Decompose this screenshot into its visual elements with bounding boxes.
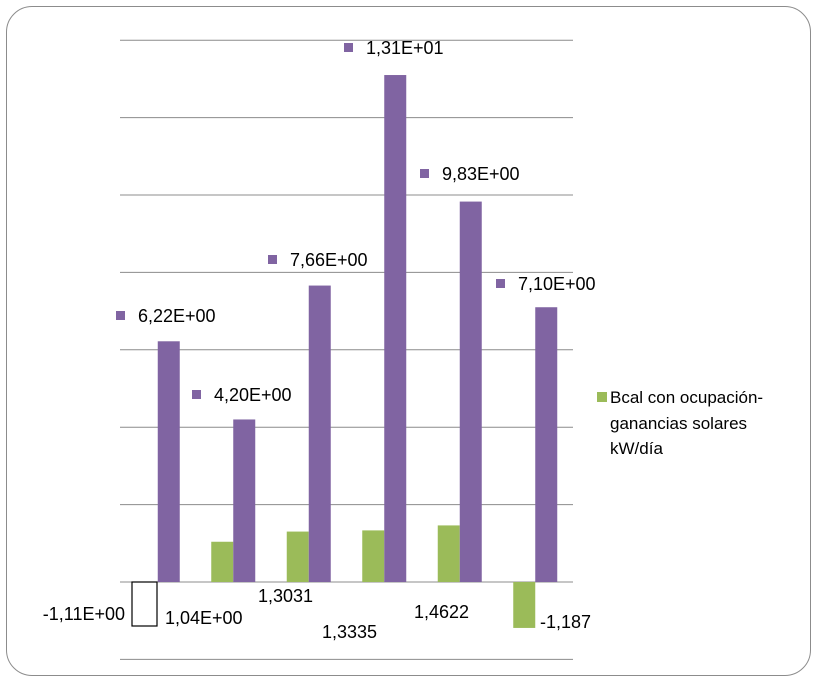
bar-green	[286, 531, 309, 582]
legend-label-line-2: ganancias solares	[610, 414, 747, 433]
data-label-purple: 4,20E+00	[214, 385, 292, 405]
bar-purple	[233, 419, 256, 582]
data-label-green: -1,187	[540, 612, 591, 632]
data-label-purple: 6,22E+00	[138, 306, 216, 326]
data-label-marker	[496, 279, 505, 288]
data-label-marker	[116, 311, 125, 320]
bar-purple	[308, 285, 331, 582]
gridlines	[120, 39, 573, 660]
legend: Bcal con ocupación- ganancias solares kW…	[597, 388, 763, 458]
bar-green	[362, 530, 385, 582]
data-label-marker	[268, 255, 277, 264]
data-label-green: -1,11E+00	[43, 604, 125, 624]
data-label-green: 1,04E+00	[165, 608, 243, 628]
data-label-purple: 1,31E+01	[366, 38, 444, 58]
legend-swatch	[597, 392, 607, 402]
bar-green	[513, 582, 536, 628]
data-label-green: 1,4622	[414, 602, 469, 622]
bar-purple	[157, 341, 180, 582]
bar-purple	[384, 75, 407, 582]
bar-green	[437, 525, 460, 582]
legend-label-line-3: kW/día	[610, 439, 663, 458]
data-label-marker	[192, 390, 201, 399]
data-label-purple: 9,83E+00	[442, 164, 520, 184]
data-labels: 6,22E+00 -1,11E+00 4,20E+00 1,04E+00 7,66E+0…	[43, 38, 596, 642]
data-label-marker	[420, 169, 429, 178]
data-label-green: 1,3031	[258, 586, 313, 606]
bar-purple	[535, 307, 558, 582]
data-label-marker	[344, 43, 353, 52]
data-label-green: 1,3335	[322, 622, 377, 642]
data-label-purple: 7,10E+00	[518, 274, 596, 294]
selected-bar-outline	[131, 581, 158, 627]
bar-purple	[459, 201, 482, 583]
data-label-purple: 7,66E+00	[290, 250, 368, 270]
bar-green	[211, 541, 234, 582]
bars	[157, 75, 558, 628]
legend-label-line-1: Bcal con ocupación-	[610, 388, 763, 407]
